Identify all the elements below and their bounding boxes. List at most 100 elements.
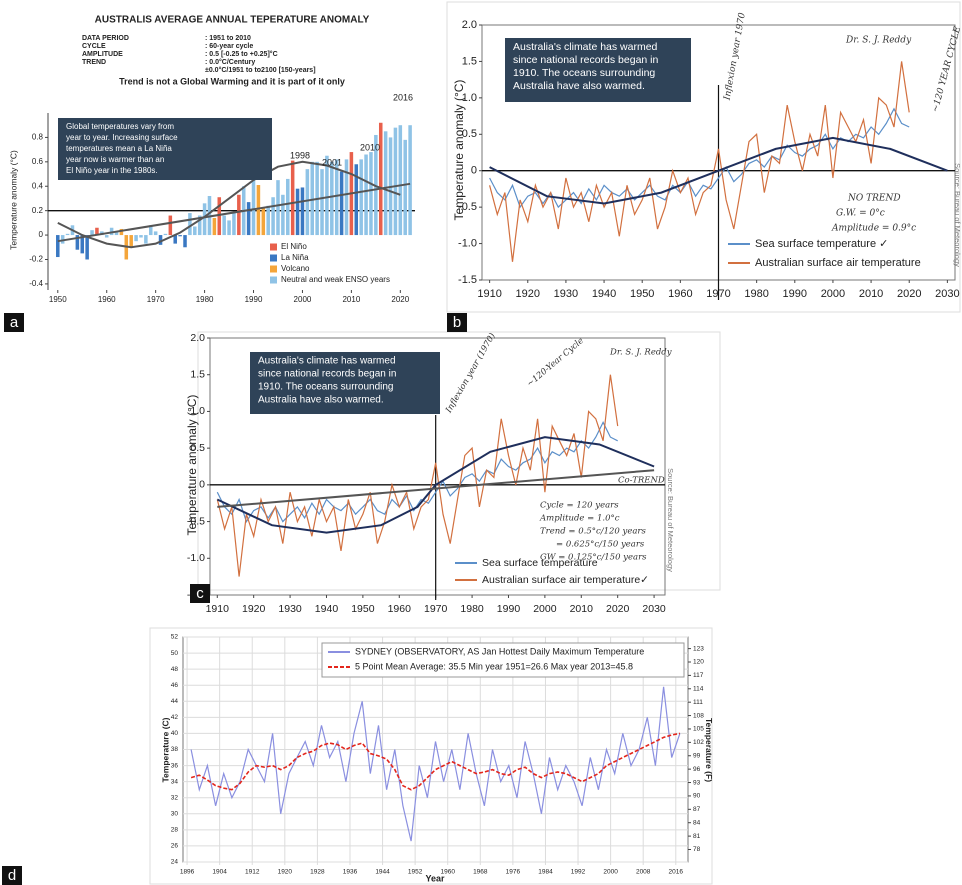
legend-label: Australian surface air temperature✓ xyxy=(482,574,649,586)
bar xyxy=(408,125,412,236)
bar xyxy=(286,178,290,236)
y-tick-label: 50 xyxy=(171,650,179,657)
x-tick-label: 1904 xyxy=(212,869,227,876)
text-box-line: Australia's climate has warmed xyxy=(258,356,396,367)
y-tick-label: 32 xyxy=(171,794,179,801)
y-tick-label: -0.2 xyxy=(29,255,43,264)
legend-label: Volcano xyxy=(281,264,310,273)
annotation: Amplitude = 1.0°c xyxy=(539,514,620,524)
y-tick-label: 44 xyxy=(171,698,179,705)
x-tick-label: 2016 xyxy=(669,869,684,876)
y-tick-label: 28 xyxy=(171,827,179,834)
bar xyxy=(378,122,383,236)
y-axis-label: Temperature anomaly (°C) xyxy=(452,80,466,221)
bar xyxy=(193,226,197,236)
y-axis-label: Temperature anomaly (°C) xyxy=(8,150,18,250)
legend-label: Sea surface temperature xyxy=(482,557,598,569)
text-box xyxy=(250,352,440,414)
bar xyxy=(222,215,226,236)
bar xyxy=(330,161,334,236)
x-tick-label: 1920 xyxy=(516,288,540,300)
legend-swatch xyxy=(270,276,277,284)
bar xyxy=(178,235,182,237)
x-tick-label: 2020 xyxy=(606,603,630,615)
legend-label: El Niño xyxy=(281,242,307,251)
bar xyxy=(119,228,124,236)
chart-note: Trend is not a Global Warming and it is … xyxy=(119,76,345,86)
bar xyxy=(148,225,153,236)
y-tick-label: -0.4 xyxy=(29,279,43,288)
y-tick-label: 1.5 xyxy=(462,55,477,67)
x-tick-label: 1990 xyxy=(245,295,263,304)
bar xyxy=(217,197,222,236)
info-key: TREND xyxy=(82,59,106,66)
x-tick-label: 1896 xyxy=(180,869,195,876)
x-tick-label: 2000 xyxy=(603,869,618,876)
bar xyxy=(237,194,241,236)
bar xyxy=(60,235,65,244)
bar xyxy=(202,203,207,236)
y2-tick-label: 120 xyxy=(693,659,704,666)
text-box-line: Global temperatures vary from xyxy=(66,122,174,131)
y-tick-label: 24 xyxy=(171,859,179,866)
panel-label: a xyxy=(10,314,19,331)
bar xyxy=(144,235,148,244)
bar xyxy=(398,125,403,236)
text-box-line: year now is warmer than an xyxy=(66,155,164,164)
info-value: : 0.5 [-0.25 to +0.25]°C xyxy=(205,50,278,58)
x-tick-label: 1950 xyxy=(49,295,67,304)
x-tick-label: 1980 xyxy=(460,603,484,615)
legend-label: 5 Point Mean Average: 35.5 Min year 1951… xyxy=(355,661,633,671)
annotation: Amplitude = 0.9°c xyxy=(831,224,916,234)
y2-axis-label: Temperature (F) xyxy=(704,718,714,782)
x-tick-label: 1960 xyxy=(98,295,116,304)
panel-frame xyxy=(149,627,713,885)
x-tick-label: 1960 xyxy=(440,869,455,876)
x-tick-label: 1930 xyxy=(554,288,578,300)
annotation: Trend = 0.5°c/120 years xyxy=(540,527,646,537)
bar xyxy=(393,127,398,236)
y-tick-label: 46 xyxy=(171,682,179,689)
panel-label: c xyxy=(196,585,204,602)
y-tick-label: 0.2 xyxy=(32,206,44,215)
x-tick-label: 1944 xyxy=(375,869,390,876)
bar xyxy=(256,185,261,236)
info-key: CYCLE xyxy=(82,43,106,50)
panel-label: d xyxy=(8,867,16,884)
annotation: ~120 YEAR CYCLE xyxy=(931,25,962,113)
x-tick-label: 2000 xyxy=(294,295,312,304)
y-tick-label: 34 xyxy=(171,778,179,785)
panel-label: b xyxy=(453,314,461,331)
bar xyxy=(104,235,109,238)
bar xyxy=(359,159,363,236)
x-tick-label: 1950 xyxy=(630,288,654,300)
y-tick-label: -1.0 xyxy=(187,552,205,564)
plot-frame xyxy=(209,337,666,596)
annotation: Co-TREND xyxy=(618,476,665,486)
panel-label-box xyxy=(4,313,24,332)
panel-label-box xyxy=(2,866,22,885)
bar xyxy=(320,169,324,236)
y2-tick-label: 90 xyxy=(693,793,701,800)
y2-tick-label: 108 xyxy=(693,712,704,719)
bar xyxy=(90,230,94,236)
y-tick-label: 38 xyxy=(171,746,179,753)
x-tick-label: 2010 xyxy=(342,295,360,304)
y-tick-label: 0 xyxy=(199,479,205,491)
bar xyxy=(158,235,163,245)
info-key: DATA PERIOD xyxy=(82,35,129,42)
y-tick-label: 52 xyxy=(171,634,179,641)
y-tick-label: 26 xyxy=(171,843,179,850)
x-tick-label: 1936 xyxy=(343,869,358,876)
x-tick-label: 1990 xyxy=(497,603,521,615)
legend-label: Sea surface temperature ✓ xyxy=(755,238,888,250)
y-tick-label: 0 xyxy=(471,165,477,177)
x-tick-label: 1920 xyxy=(278,869,293,876)
text-box-line: temperatures mean a La Niña xyxy=(66,144,172,153)
annotation: Dr. S. J. Reddy xyxy=(845,36,912,46)
series-line xyxy=(216,421,618,523)
info-value: : 60-year cycle xyxy=(205,43,253,50)
y2-tick-label: 81 xyxy=(693,833,701,840)
bar xyxy=(271,197,275,236)
